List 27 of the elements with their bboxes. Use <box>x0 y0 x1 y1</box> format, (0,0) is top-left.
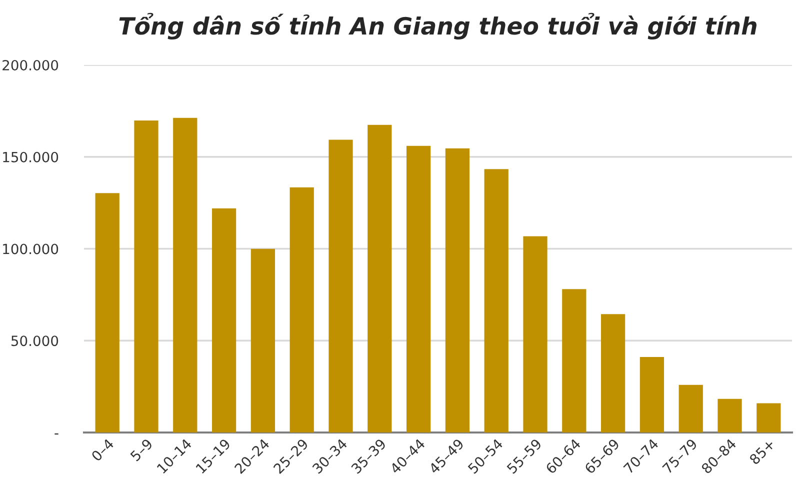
bar <box>640 356 664 432</box>
y-tick-label: 50.000 <box>11 336 58 346</box>
bar <box>328 140 353 432</box>
y-tick-label: 100.000 <box>3 244 58 254</box>
bar <box>134 120 158 432</box>
y-tick-label: 200.000 <box>2 60 58 70</box>
bar <box>406 146 431 432</box>
x-tick-label: 5–9 <box>130 438 154 462</box>
bar <box>173 118 198 432</box>
bar <box>368 124 392 432</box>
bar <box>445 148 470 432</box>
bar <box>290 187 314 432</box>
x-tick-label: 85+ <box>748 438 776 466</box>
y-tick-label: - <box>54 433 58 435</box>
bar <box>523 236 548 432</box>
bar <box>678 384 703 432</box>
bar <box>212 208 236 432</box>
bar <box>562 289 586 432</box>
bar <box>600 314 626 432</box>
x-tick-label: 0–4 <box>90 438 114 462</box>
chart-title: Tổng dân số tỉnh An Giang theo tuổi và giới tính <box>119 12 756 40</box>
bar <box>95 193 120 432</box>
bar <box>250 248 276 432</box>
y-tick-label: 150.000 <box>3 152 58 162</box>
bar <box>718 398 742 432</box>
bar <box>756 403 781 432</box>
bar <box>484 169 508 432</box>
